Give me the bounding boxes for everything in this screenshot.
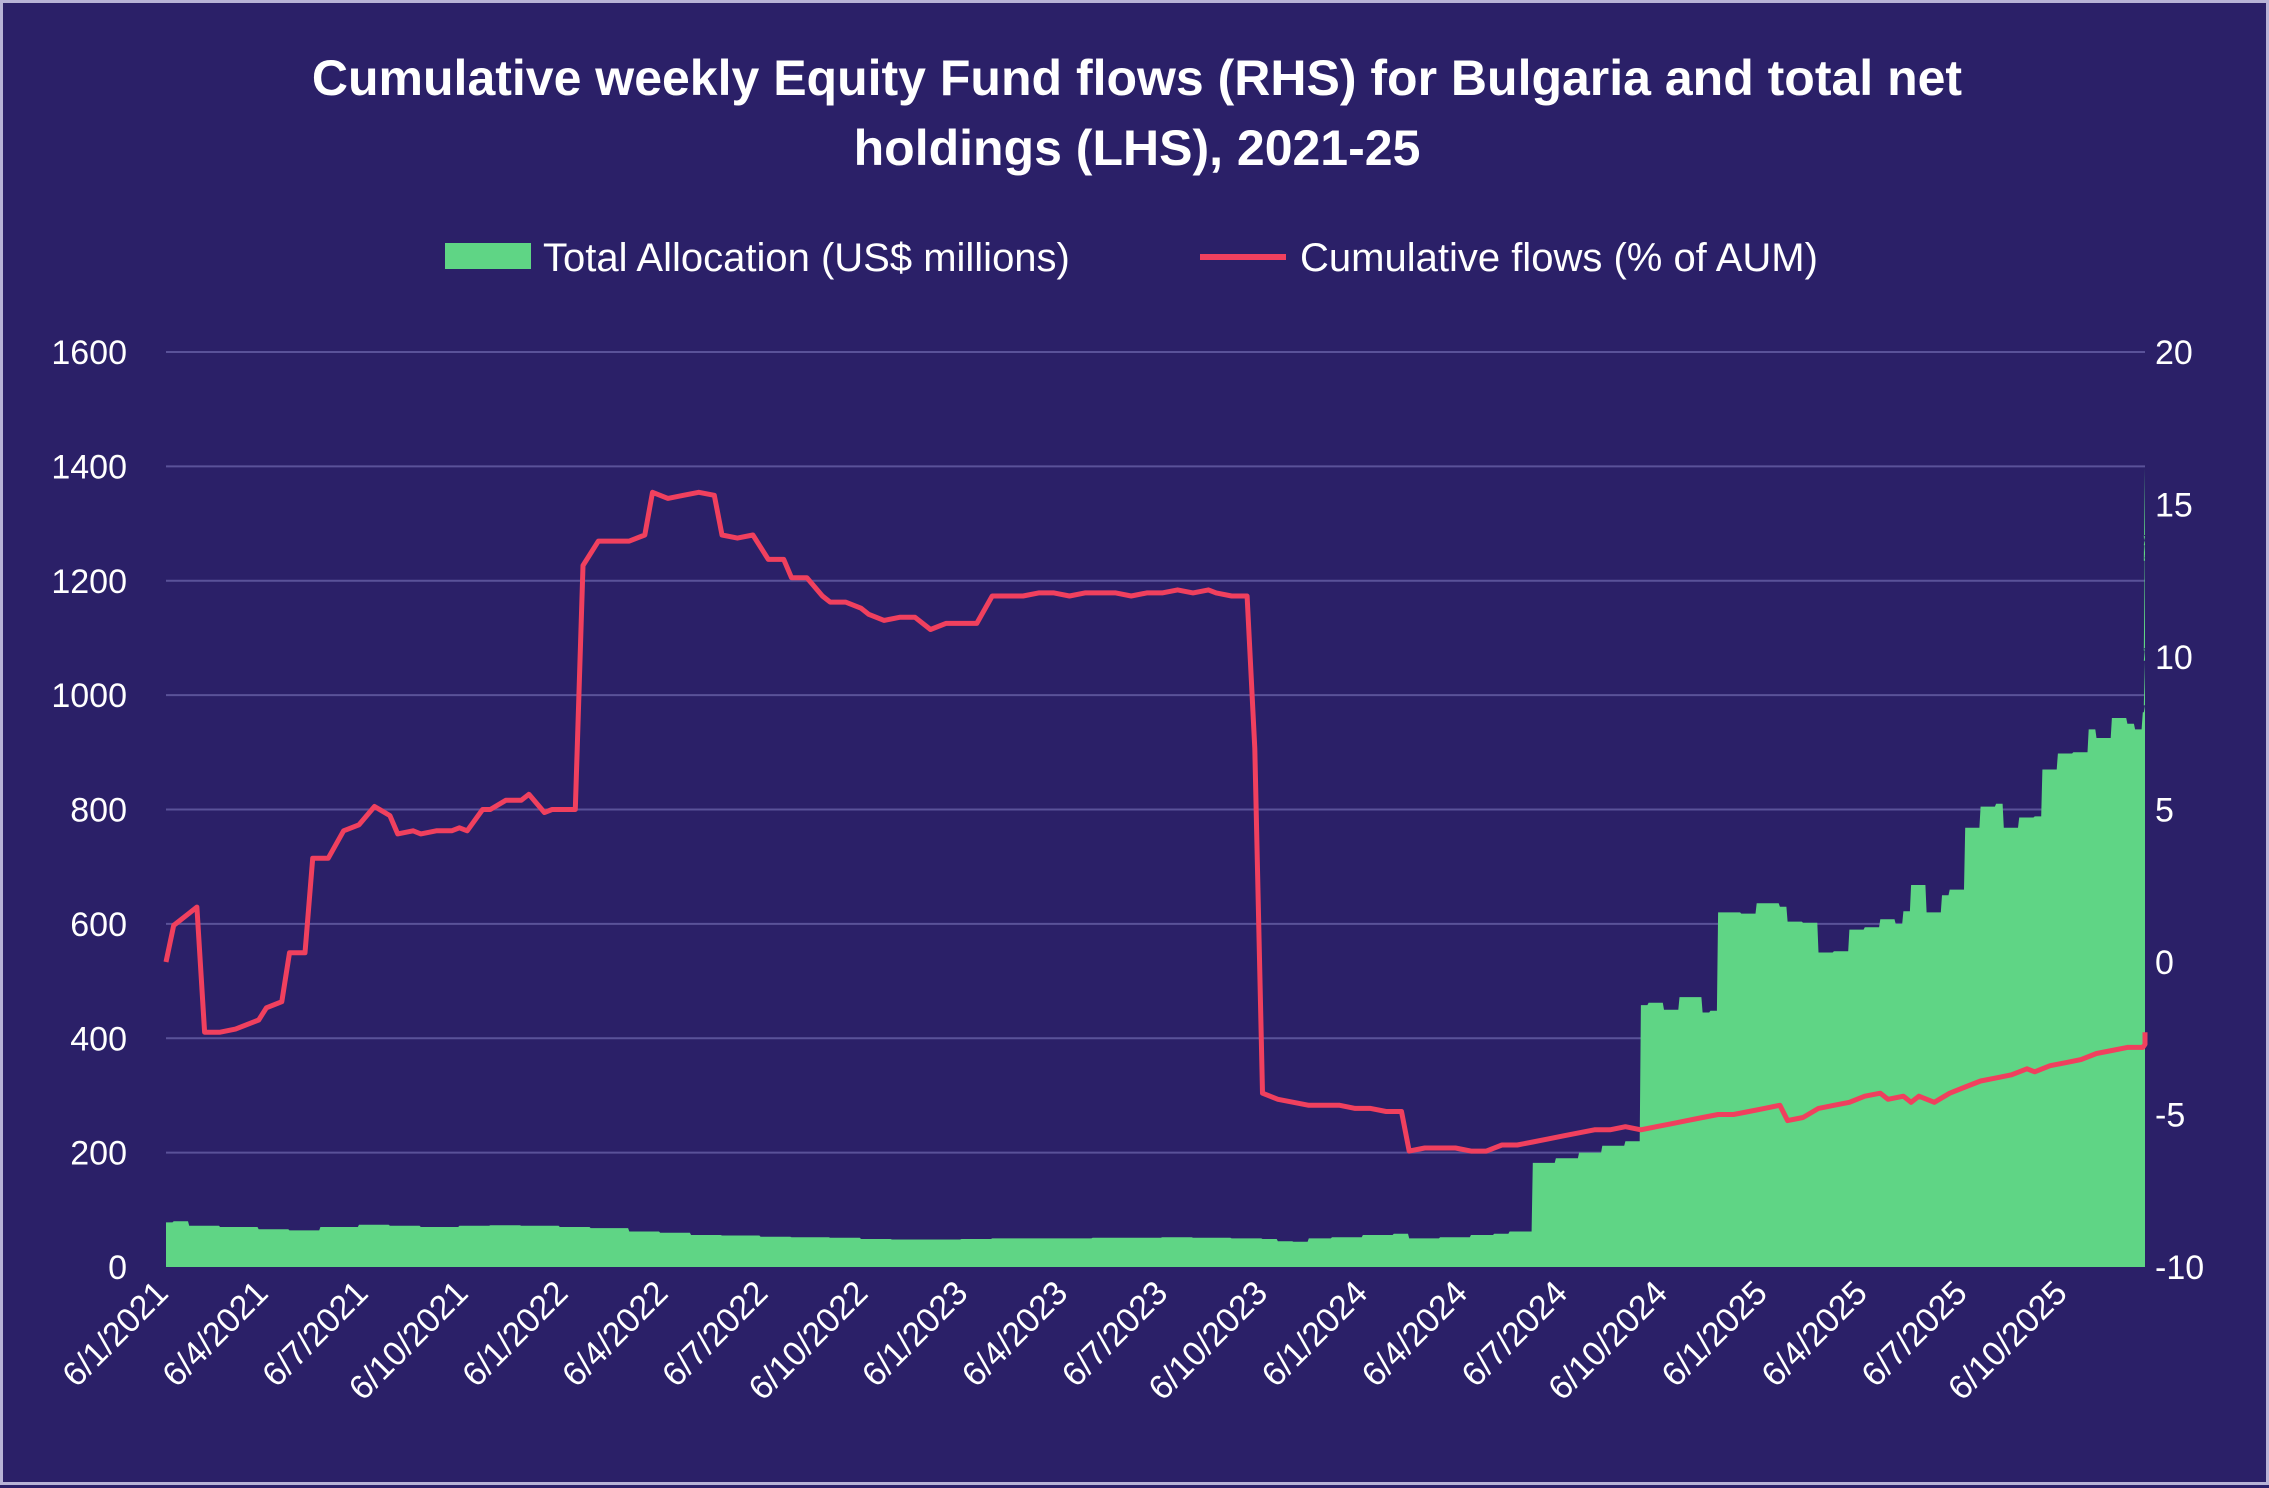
x-axis-tick-label: 6/1/2025 xyxy=(1654,1274,1774,1394)
gridlines xyxy=(166,351,2145,1154)
chart-title-line-2: holdings (LHS), 2021-25 xyxy=(854,120,1421,176)
x-axis: 6/1/20216/4/20216/7/20216/10/20216/1/202… xyxy=(55,1274,2074,1408)
right-axis-tick-label: 15 xyxy=(2155,487,2193,525)
left-axis-tick-label: 1400 xyxy=(51,448,127,486)
left-axis-tick-label: 1600 xyxy=(51,334,127,372)
x-axis-tick-label: 6/4/2021 xyxy=(155,1274,275,1394)
left-axis-tick-label: 200 xyxy=(70,1135,127,1173)
legend: Total Allocation (US$ millions) Cumulati… xyxy=(445,236,1818,280)
left-axis-tick-label: 800 xyxy=(70,792,127,830)
x-axis-tick-label: 6/4/2023 xyxy=(955,1274,1075,1394)
right-axis-tick-label: 5 xyxy=(2155,792,2174,830)
right-axis-tick-label: 0 xyxy=(2155,944,2174,982)
line-series-cumulative-flows xyxy=(163,489,2148,1154)
left-axis-tick-label: 1000 xyxy=(51,677,127,715)
area-series-total-allocation xyxy=(166,467,2145,1267)
left-axis-tick-label: 1200 xyxy=(51,563,127,601)
x-axis-tick-label: 6/1/2021 xyxy=(55,1274,175,1394)
legend-swatch-total-allocation xyxy=(445,243,531,269)
left-axis-tick-label: 0 xyxy=(108,1249,127,1287)
chart-canvas: Cumulative weekly Equity Fund flows (RHS… xyxy=(51,50,2204,1408)
right-axis-tick-label: -10 xyxy=(2155,1249,2204,1287)
x-axis-tick-label: 6/1/2023 xyxy=(855,1274,975,1394)
area-series-layer xyxy=(166,467,2145,1267)
x-axis-tick-label: 6/4/2024 xyxy=(1355,1274,1475,1394)
legend-label-total-allocation: Total Allocation (US$ millions) xyxy=(543,236,1070,280)
x-axis-tick-label: 6/4/2025 xyxy=(1754,1274,1874,1394)
right-axis-tick-label: 20 xyxy=(2155,334,2193,372)
left-axis-tick-label: 600 xyxy=(70,906,127,944)
right-axis-tick-label: -5 xyxy=(2155,1097,2185,1135)
left-y-axis: 0 200 400 600 800 1000 1200 1400 1600 xyxy=(51,334,127,1287)
right-axis-tick-label: 10 xyxy=(2155,639,2193,677)
chart-title-line-1: Cumulative weekly Equity Fund flows (RHS… xyxy=(312,50,1963,106)
line-series-layer xyxy=(163,489,2148,1154)
legend-label-cumulative-flows: Cumulative flows (% of AUM) xyxy=(1300,236,1818,280)
x-axis-tick-label: 6/1/2024 xyxy=(1255,1274,1375,1394)
right-y-axis: -10 -5 0 5 10 15 20 xyxy=(2155,334,2204,1287)
x-axis-tick-label: 6/1/2022 xyxy=(455,1274,575,1394)
x-axis-tick-label: 6/4/2022 xyxy=(555,1274,675,1394)
left-axis-tick-label: 400 xyxy=(70,1020,127,1058)
